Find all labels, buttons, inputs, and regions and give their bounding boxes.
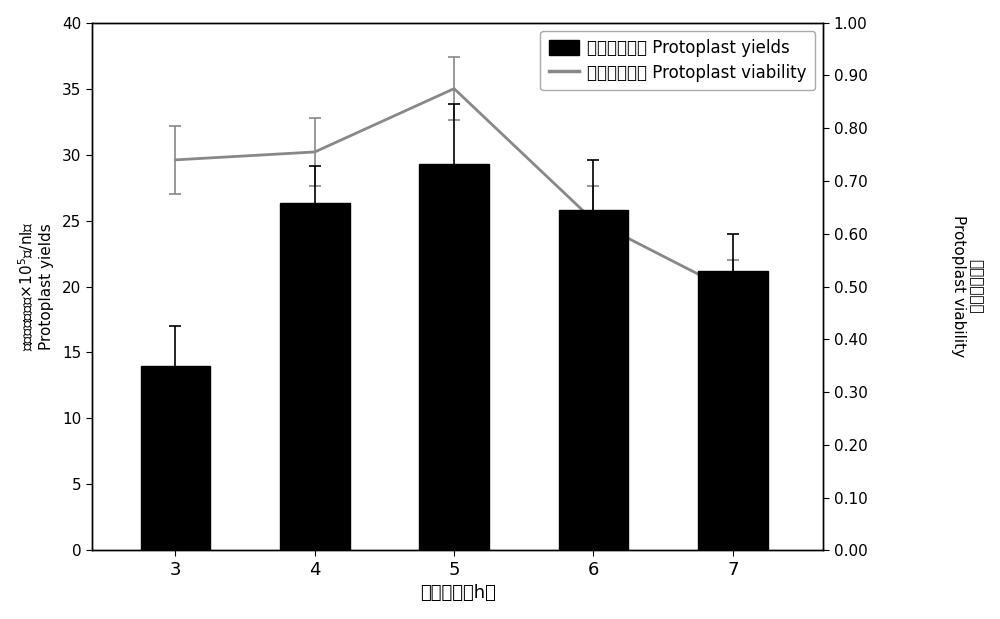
Y-axis label: 原生质体产量（×10$^5$个/nl）
Protoplast yields: 原生质体产量（×10$^5$个/nl） Protoplast yields: [17, 222, 54, 352]
Bar: [280, 204, 350, 550]
Y-axis label: 原生质体活性
Protoplast viability: 原生质体活性 Protoplast viability: [951, 215, 983, 358]
Bar: [141, 366, 210, 550]
Bar: [698, 271, 768, 550]
Bar: [419, 164, 489, 550]
X-axis label: 酶解时间（h）: 酶解时间（h）: [420, 584, 496, 602]
Bar: [559, 210, 628, 550]
Legend: 原生质体产量 Protoplast yields, 原生质体活性 Protoplast viability: 原生质体产量 Protoplast yields, 原生质体活性 Protopl…: [540, 31, 815, 90]
